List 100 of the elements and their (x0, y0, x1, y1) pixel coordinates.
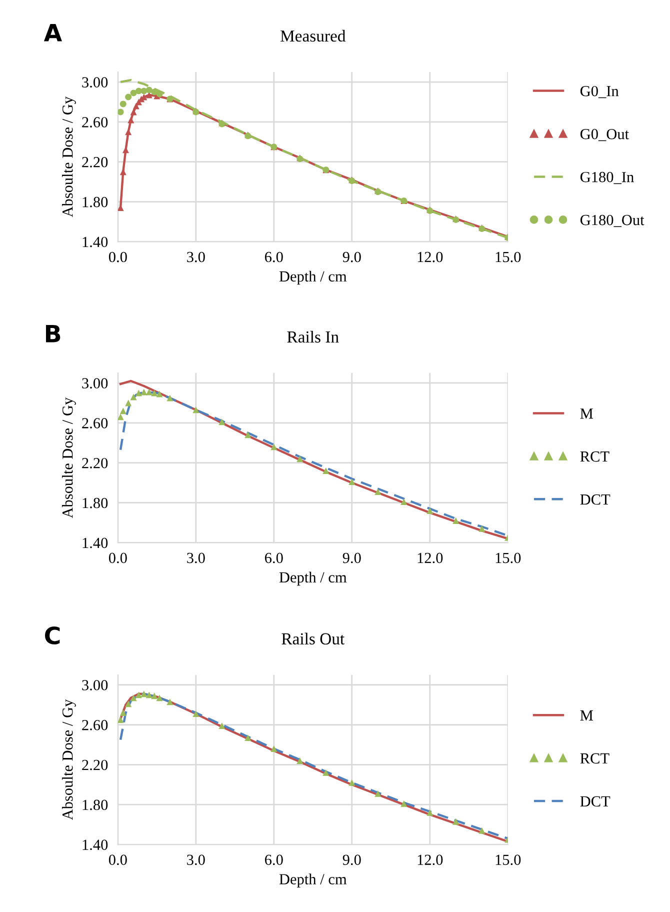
point (166, 698, 174, 706)
point (426, 809, 434, 816)
point (130, 394, 137, 400)
x-axis-title: Depth / cm (279, 874, 347, 888)
point (130, 108, 137, 116)
point (192, 710, 200, 718)
x-tick-label: 12.0 (418, 252, 443, 262)
x-tick-label: 12.0 (418, 552, 443, 564)
chart-title: Rails In (287, 330, 339, 343)
point (120, 710, 126, 716)
point (151, 390, 158, 396)
point (146, 388, 152, 396)
point (218, 722, 226, 730)
y-tick-label: 1.80 (82, 800, 108, 810)
y-tick-label: 2.60 (82, 720, 108, 730)
point (478, 827, 486, 834)
y-axis-title: Absoulte Dose / Gy (62, 397, 76, 518)
chart-title: Measured (280, 30, 346, 42)
point (244, 432, 252, 438)
point (426, 507, 434, 514)
x-tick-label: 9.0 (342, 854, 361, 866)
y-axis-title: Absoulte Dose / Gy (62, 699, 76, 820)
y-tick-label: 2.60 (82, 418, 108, 428)
point (125, 128, 132, 136)
point (374, 790, 382, 797)
point (322, 468, 330, 474)
point (156, 90, 163, 98)
text: B (46, 324, 60, 342)
point (125, 700, 132, 708)
x-tick-label: 0.0 (108, 252, 127, 262)
point (135, 390, 142, 396)
point (244, 734, 252, 741)
point (218, 418, 226, 426)
x-axis-title: Depth / cm (279, 572, 347, 586)
legend-label: G180_Out (580, 214, 644, 228)
y-tick-label: 3.00 (82, 77, 108, 88)
y-axis-title: Absoulte Dose / Gy (62, 96, 76, 218)
point (125, 400, 132, 406)
point (128, 116, 134, 124)
x-tick-label: 3.0 (187, 854, 205, 866)
point (348, 779, 356, 786)
x-tick-label: 6.0 (265, 252, 283, 262)
y-tick-label: 2.20 (82, 760, 108, 770)
point (270, 745, 278, 752)
point (151, 692, 158, 700)
point (125, 94, 132, 100)
point (270, 444, 278, 450)
y-tick-label: 1.40 (82, 236, 108, 248)
x-tick-label: 9.0 (342, 552, 361, 564)
x-tick-label: 9.0 (342, 252, 361, 262)
y-tick-label: 1.80 (82, 196, 108, 208)
x-tick-label: 3.0 (187, 252, 205, 262)
legend-label: G180_In (580, 172, 634, 184)
point (348, 478, 356, 486)
x-tick-label: 12.0 (418, 854, 443, 866)
legend-label: G0_Out (580, 128, 629, 142)
legend-label: RCT (580, 753, 610, 764)
point (118, 108, 124, 116)
y-tick-label: 2.20 (82, 156, 108, 168)
x-axis-title: Depth / cm (279, 270, 347, 285)
point (140, 690, 148, 698)
x-tick-label: 15.0 (496, 854, 521, 866)
y-tick-label: 2.20 (82, 458, 108, 468)
point (146, 692, 152, 698)
point (118, 716, 124, 724)
point (296, 757, 304, 764)
point (135, 692, 142, 698)
x-tick-label: 0.0 (108, 552, 127, 564)
point (192, 406, 200, 414)
point (400, 498, 408, 505)
y-tick-label: 3.00 (82, 680, 108, 690)
chart-title: Rails Out (282, 632, 345, 644)
y-tick-label: 2.60 (82, 117, 108, 128)
point (151, 88, 158, 96)
point (400, 800, 408, 807)
legend-label: DCT (580, 796, 610, 807)
legend-label: DCT (580, 494, 610, 505)
text: C (45, 626, 60, 644)
point (374, 488, 382, 496)
x-tick-label: 6.0 (265, 854, 283, 866)
text: A (44, 24, 62, 42)
y-tick-label: 3.00 (82, 378, 108, 389)
point (156, 390, 163, 398)
point (120, 408, 126, 414)
x-tick-label: 0.0 (108, 854, 127, 866)
point (166, 394, 174, 402)
point (156, 694, 163, 702)
y-tick-label: 1.80 (82, 498, 108, 508)
point (130, 694, 137, 702)
legend-label: M (580, 408, 593, 419)
legend-label: M (580, 710, 593, 720)
point (452, 818, 460, 825)
legend-label: RCT (580, 451, 610, 462)
x-tick-label: 6.0 (265, 552, 283, 564)
x-tick-label: 3.0 (187, 552, 205, 564)
point (322, 769, 330, 776)
y-tick-label: 1.40 (82, 840, 108, 850)
legend-label: G0_In (580, 86, 619, 98)
point (118, 414, 124, 420)
point (452, 517, 460, 524)
